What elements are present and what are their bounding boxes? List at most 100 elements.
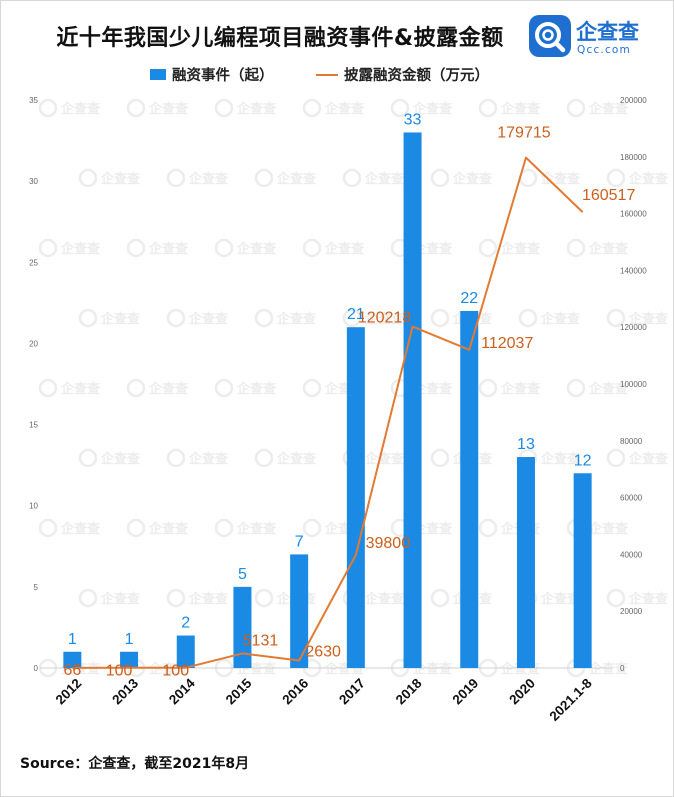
line-value-label: 66 — [63, 662, 81, 679]
watermark-logo-icon — [166, 588, 186, 608]
watermark-text: 企查查 — [364, 591, 405, 607]
line-value-label: 100 — [162, 663, 189, 680]
watermark-logo-icon — [390, 98, 410, 118]
bar-value-label: 13 — [517, 436, 535, 453]
bar-2015 — [233, 586, 252, 668]
watermark-logo-icon — [606, 168, 626, 188]
bar-value-label: 1 — [125, 631, 134, 648]
watermark-text: 企查查 — [540, 591, 581, 607]
watermark-logo-icon — [78, 308, 98, 328]
watermark-text: 企查查 — [236, 381, 277, 397]
watermark-logo-icon — [38, 378, 58, 398]
watermark-text: 企查查 — [540, 451, 581, 467]
line-value-label: 39800 — [366, 535, 411, 552]
watermark-text: 企查查 — [412, 381, 453, 397]
watermark-logo-icon — [38, 98, 58, 118]
watermark-logo-icon — [38, 518, 58, 538]
watermark-logo-icon — [166, 448, 186, 468]
watermark-logo-icon — [166, 308, 186, 328]
logo-domain: Qcc.com — [577, 44, 631, 56]
left-axis-tick-label: 5 — [34, 583, 39, 592]
brand-logo: 企查查 Qcc.com — [528, 14, 658, 64]
watermark-text: 企查查 — [500, 381, 541, 397]
bar-value-label: 22 — [460, 290, 478, 307]
bar-2016 — [290, 554, 309, 668]
watermark-text: 企查查 — [148, 381, 189, 397]
watermark-logo-icon — [430, 168, 450, 188]
right-axis-tick-label: 160000 — [620, 210, 647, 219]
line-value-label: 179715 — [497, 125, 550, 142]
watermark-logo-icon — [214, 378, 234, 398]
watermark-logo-icon — [430, 308, 450, 328]
watermark-text: 企查查 — [236, 241, 277, 257]
x-axis-tick-label: 2021.1-8 — [546, 675, 595, 724]
logo-name: 企查查 — [576, 20, 639, 44]
watermark-logo-icon — [126, 518, 146, 538]
watermark-logo-icon — [302, 378, 322, 398]
amount-line — [72, 156, 584, 669]
watermark-logo-icon — [214, 98, 234, 118]
watermark-text: 企查查 — [412, 101, 453, 117]
watermark-text: 企查查 — [276, 451, 317, 467]
watermark-text: 企查查 — [148, 101, 189, 117]
legend-item-line: 披露融资金额（万元） — [316, 64, 489, 85]
watermark-text: 企查查 — [500, 101, 541, 117]
bar-value-label: 2 — [181, 615, 190, 632]
line-value-label: 112037 — [481, 335, 533, 352]
bar-2018 — [403, 132, 422, 668]
watermark-text: 企查查 — [60, 101, 101, 117]
watermark-text: 企查查 — [540, 171, 581, 187]
watermark-text: 企查查 — [188, 591, 229, 607]
bar-value-label: 21 — [347, 306, 365, 323]
bar-2013 — [120, 651, 139, 668]
x-axis-tick-label: 2017 — [336, 676, 368, 708]
watermark-logo-icon — [78, 588, 98, 608]
watermark-text: 企查查 — [588, 101, 629, 117]
right-axis-tick-label: 20000 — [620, 607, 643, 616]
right-axis-tick-label: 180000 — [620, 153, 647, 162]
watermark-logo-icon — [566, 238, 586, 258]
watermark-text: 企查查 — [588, 381, 629, 397]
watermark-text: 企查查 — [628, 171, 669, 187]
watermark-logo-icon — [78, 448, 98, 468]
bar-value-label: 5 — [238, 566, 247, 583]
chart-legend: 融资事件（起） 披露融资金额（万元） — [0, 64, 674, 86]
bar-value-label: 1 — [68, 631, 77, 648]
x-axis-tick-label: 2019 — [450, 676, 482, 708]
legend-bar-label: 融资事件（起） — [172, 68, 274, 84]
watermark-logo-icon — [342, 168, 362, 188]
watermark-text: 企查查 — [412, 241, 453, 257]
watermark-logo-icon — [302, 518, 322, 538]
watermark-text: 企查查 — [364, 451, 405, 467]
bar-2014 — [176, 635, 195, 668]
watermark-logo-icon — [126, 238, 146, 258]
bar-value-label: 12 — [574, 452, 592, 469]
bar-2021.1-8 — [573, 473, 592, 668]
watermark-logo-icon — [254, 308, 274, 328]
watermark-text: 企查查 — [100, 311, 141, 327]
watermark-text: 企查查 — [588, 241, 629, 257]
watermark-text: 企查查 — [60, 521, 101, 537]
x-axis-tick-label: 2014 — [166, 675, 198, 707]
right-axis-tick-label: 100000 — [620, 380, 647, 389]
line-value-label: 120218 — [358, 310, 411, 327]
right-axis-tick-label: 200000 — [620, 96, 647, 105]
watermark-text: 企查查 — [148, 241, 189, 257]
watermark-logo-icon — [606, 588, 626, 608]
watermark-logo-icon — [478, 238, 498, 258]
left-axis-tick-label: 10 — [29, 502, 38, 511]
watermark-text: 企查查 — [100, 451, 141, 467]
right-axis-tick-label: 140000 — [620, 266, 647, 275]
bar-value-label: 33 — [404, 111, 422, 128]
watermark-text: 企查查 — [236, 101, 277, 117]
watermark-logo-icon — [430, 448, 450, 468]
chart-title: 近十年我国少儿编程项目融资事件&披露金额 — [56, 26, 504, 51]
line-value-label: 160517 — [582, 187, 635, 204]
x-axis-tick-label: 2013 — [109, 675, 141, 707]
watermark-logo-icon — [38, 238, 58, 258]
legend-line-swatch — [316, 73, 338, 76]
left-axis-tick-label: 35 — [29, 96, 38, 105]
watermark-text: 企查查 — [452, 171, 493, 187]
watermark-logo-icon — [342, 308, 362, 328]
